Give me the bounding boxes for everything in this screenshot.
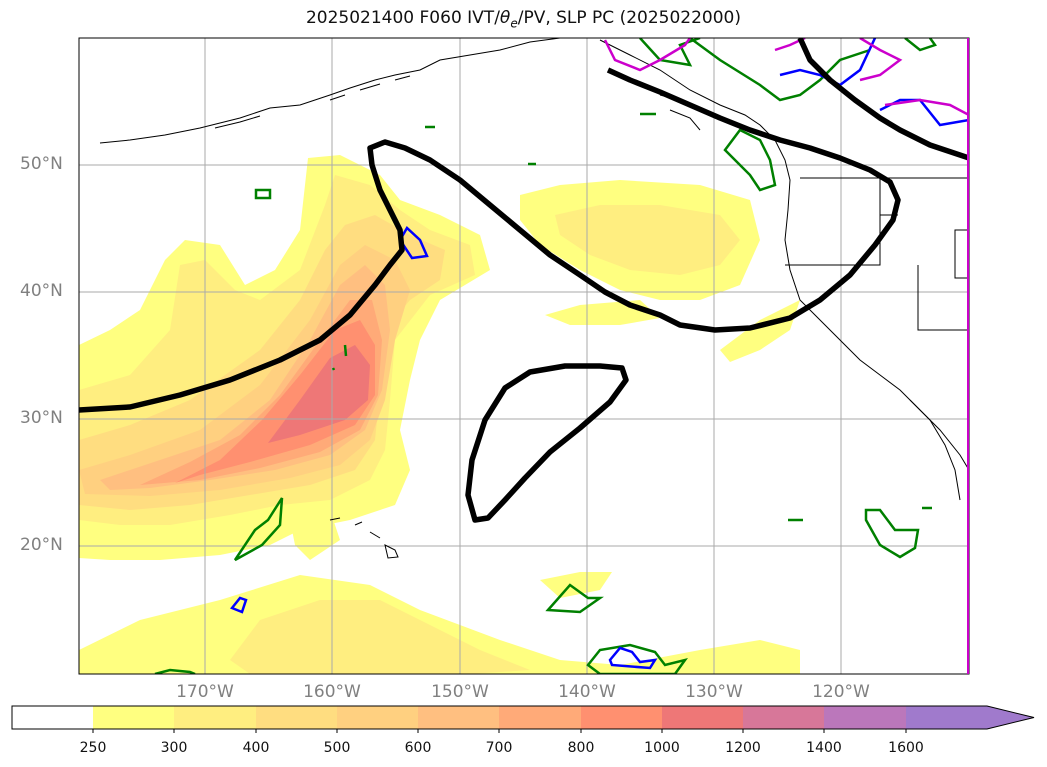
pv-green-contours <box>154 38 938 674</box>
lat-label-40n: 40°N <box>20 281 63 301</box>
lat-label-30n: 30°N <box>20 408 63 428</box>
colorbar <box>11 705 1035 733</box>
colorbar-tick-label: 1600 <box>888 740 924 756</box>
colorbar-tick-label: 700 <box>485 740 513 756</box>
lon-label-170w: 170°W <box>176 682 234 702</box>
colorbar-tick-label: 1400 <box>806 740 842 756</box>
map-title: 2025021400 F060 IVT/θe/PV, SLP PC (20250… <box>305 8 742 31</box>
slp-contours <box>79 38 969 523</box>
lat-label-50n: 50°N <box>20 154 63 174</box>
colorbar-tick-label: 500 <box>323 740 351 756</box>
ivt-fill <box>79 155 800 674</box>
pv-magenta-contours <box>603 38 969 117</box>
colorbar-tick-label: 600 <box>404 740 432 756</box>
lon-label-160w: 160°W <box>303 682 361 702</box>
lat-label-20n: 20°N <box>20 535 63 555</box>
colorbar-tick-label: 300 <box>160 740 188 756</box>
colorbar-tick-label: 250 <box>79 740 107 756</box>
colorbar-tick-label: 800 <box>567 740 595 756</box>
colorbar-tick-label: 1000 <box>644 740 680 756</box>
lon-label-140w: 140°W <box>558 682 616 702</box>
lon-label-150w: 150°W <box>431 682 489 702</box>
lon-label-130w: 130°W <box>685 682 743 702</box>
lon-label-120w: 120°W <box>812 682 870 702</box>
colorbar-tick-label: 1200 <box>725 740 761 756</box>
colorbar-tick-label: 400 <box>242 740 270 756</box>
graticule <box>79 38 969 674</box>
